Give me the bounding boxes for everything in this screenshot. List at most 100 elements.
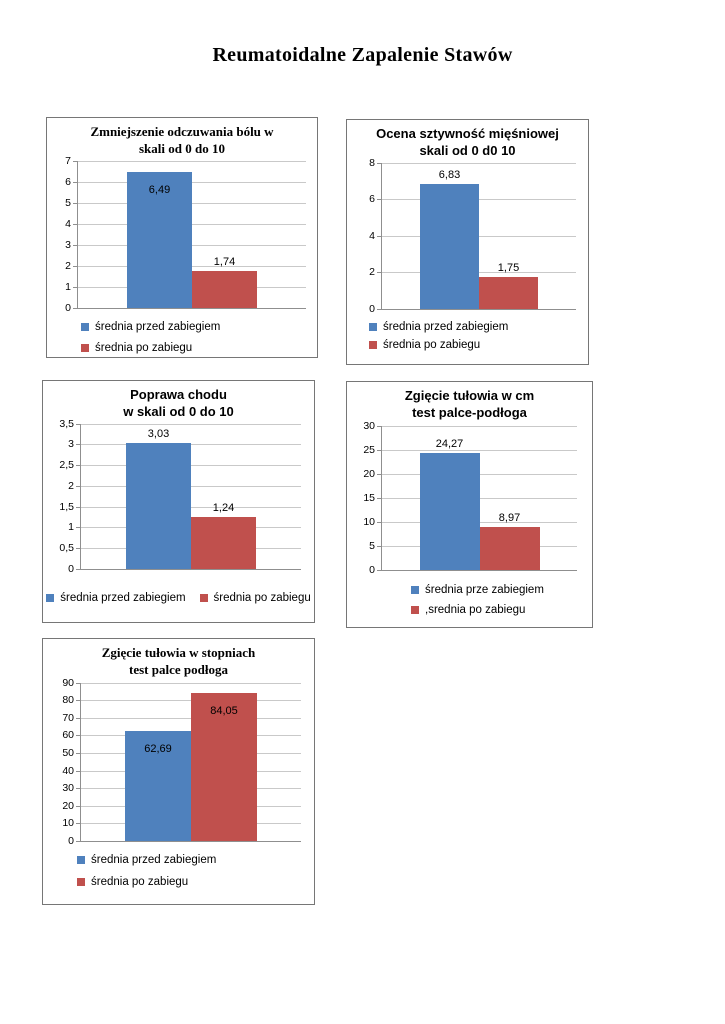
axis-tick-mark bbox=[377, 425, 382, 427]
axis-tick-mark bbox=[76, 805, 81, 807]
legend-item: średnia prze zabiegiem bbox=[411, 584, 592, 596]
y-axis-tick-label: 20 bbox=[363, 467, 375, 480]
gridline bbox=[382, 449, 577, 451]
bar-after bbox=[191, 693, 257, 841]
legend-item: średnia po zabiegu bbox=[369, 339, 588, 351]
bar-value-label: 6,83 bbox=[438, 169, 461, 182]
chart-title: Zmniejszenie odczuwania bólu w skali od 0… bbox=[51, 124, 313, 158]
gridline bbox=[382, 199, 576, 201]
y-axis-tick-label: 30 bbox=[62, 782, 74, 795]
legend-swatch-icon bbox=[77, 855, 85, 864]
gridline bbox=[382, 425, 577, 427]
bar-value-label: 3,03 bbox=[147, 428, 170, 441]
gridline bbox=[382, 272, 576, 274]
gridline bbox=[81, 465, 301, 467]
gridline bbox=[382, 473, 577, 475]
chart-legend: średnia prze zabiegiem ,srednia po zabieg… bbox=[347, 584, 592, 616]
bar-before bbox=[419, 453, 480, 570]
chart-muscle-stiffness: Ocena sztywność mięśniowej skali od 0 d0 … bbox=[346, 119, 589, 365]
y-axis-tick-label: 4 bbox=[65, 217, 71, 230]
plot-area: 0 10 20 30 40 50 60 70 80 90 62,69 84,05 bbox=[62, 677, 301, 847]
y-axis-tick-label: 1,5 bbox=[59, 500, 74, 513]
legend-item: ,srednia po zabiegu bbox=[411, 604, 592, 616]
y-axis-tick-label: 10 bbox=[62, 817, 74, 830]
bar-value-label: 24,27 bbox=[435, 438, 464, 451]
legend-item: średnia przed zabiegiem bbox=[369, 321, 588, 333]
gridline bbox=[382, 497, 577, 499]
chart-title-line: skali od 0 d0 10 bbox=[419, 142, 516, 158]
chart-title-line: w skali od 0 do 10 bbox=[123, 403, 234, 419]
axis-tick-mark bbox=[76, 823, 81, 825]
chart-title-line: Zgięcie tułowia w stopniach bbox=[101, 645, 256, 660]
chart-title-line: test palce podłoga bbox=[129, 661, 228, 677]
gridline bbox=[78, 160, 306, 162]
bar-value-label: 84,05 bbox=[210, 705, 238, 718]
legend-item: średnia przed zabiegiem bbox=[77, 854, 314, 866]
axis-tick-mark bbox=[76, 717, 81, 719]
chart-legend: średnia przed zabiegiem średnia po zabieg… bbox=[47, 321, 317, 354]
y-axis-tick-label: 0 bbox=[369, 302, 375, 315]
bar-before bbox=[420, 184, 479, 309]
y-axis-tick-label: 20 bbox=[62, 799, 74, 812]
axis-tick-mark bbox=[76, 423, 81, 425]
axis-tick-mark bbox=[76, 682, 81, 684]
axis-tick-mark bbox=[76, 548, 81, 550]
y-axis-tick-label: 2 bbox=[65, 259, 71, 272]
chart-pain-reduction: Zmniejszenie odczuwania bólu w skali od 0… bbox=[46, 117, 318, 358]
axis-tick-mark bbox=[76, 506, 81, 508]
legend-swatch-icon bbox=[411, 585, 419, 594]
y-axis-tick-label: 0,5 bbox=[59, 542, 74, 555]
legend-label: średnia przed zabiegiem bbox=[383, 320, 509, 333]
chart-title-line: Ocena sztywność mięśniowej bbox=[376, 126, 559, 141]
axis-tick-mark bbox=[76, 444, 81, 446]
axis-tick-mark bbox=[76, 568, 81, 570]
axis-tick-mark bbox=[377, 235, 382, 237]
chart-title-line: skali od 0 do 10 bbox=[139, 140, 225, 156]
y-axis-tick-label: 15 bbox=[363, 491, 375, 504]
bar-value-label: 6,49 bbox=[148, 183, 171, 196]
chart-title-line: Zmniejszenie odczuwania bólu w bbox=[90, 124, 274, 139]
legend-label: średnia po zabiegu bbox=[91, 875, 189, 888]
plot-area: 0 5 10 15 20 25 30 24,27 8,97 bbox=[363, 420, 577, 576]
legend-swatch-icon bbox=[81, 343, 89, 352]
legend-item: średnia po zabiegu bbox=[77, 876, 314, 888]
chart-title: Zgięcie tułowia w cm test palce-podłoga bbox=[351, 388, 588, 422]
legend-swatch-icon bbox=[46, 593, 55, 602]
axis-tick-mark bbox=[76, 527, 81, 529]
gridline bbox=[81, 506, 301, 508]
axis-tick-mark bbox=[73, 307, 78, 309]
y-axis-tick-label: 60 bbox=[62, 729, 74, 742]
y-axis-tick-label: 1 bbox=[68, 521, 74, 534]
y-axis-tick-label: 6 bbox=[65, 175, 71, 188]
axis-tick-mark bbox=[377, 162, 382, 164]
gridline bbox=[78, 223, 306, 225]
axis-tick-mark bbox=[76, 465, 81, 467]
gridline bbox=[81, 682, 301, 684]
legend-swatch-icon bbox=[369, 340, 377, 349]
bar-before bbox=[127, 171, 192, 308]
y-axis-tick-label: 90 bbox=[62, 676, 74, 689]
bar-value-label: 1,74 bbox=[213, 256, 236, 269]
axis-tick-mark bbox=[377, 449, 382, 451]
axis-tick-mark bbox=[73, 160, 78, 162]
bar-value-label: 1,75 bbox=[497, 261, 520, 274]
page-title: Reumatoidalne Zapalenie Stawów bbox=[212, 44, 513, 66]
gridline bbox=[382, 235, 576, 237]
y-axis-tick-label: 2,5 bbox=[59, 459, 74, 472]
bar-after bbox=[191, 517, 256, 569]
axis-tick-mark bbox=[76, 485, 81, 487]
gridline bbox=[78, 181, 306, 183]
chart-title-line: Poprawa chodu bbox=[130, 387, 227, 402]
legend-label: średnia prze zabiegiem bbox=[425, 583, 544, 596]
axis-tick-mark bbox=[377, 569, 382, 571]
legend-swatch-icon bbox=[199, 593, 208, 602]
y-axis-tick-label: 8 bbox=[369, 156, 375, 169]
legend-label: średnia po zabiegu bbox=[213, 591, 311, 604]
axis-tick-mark bbox=[377, 199, 382, 201]
chart-title: Ocena sztywność mięśniowej skali od 0 d0 … bbox=[351, 126, 584, 160]
legend-label: średnia po zabiegu bbox=[383, 338, 481, 351]
gridline bbox=[81, 485, 301, 487]
y-axis-tick-label: 25 bbox=[363, 443, 375, 456]
bar-after bbox=[479, 276, 538, 309]
